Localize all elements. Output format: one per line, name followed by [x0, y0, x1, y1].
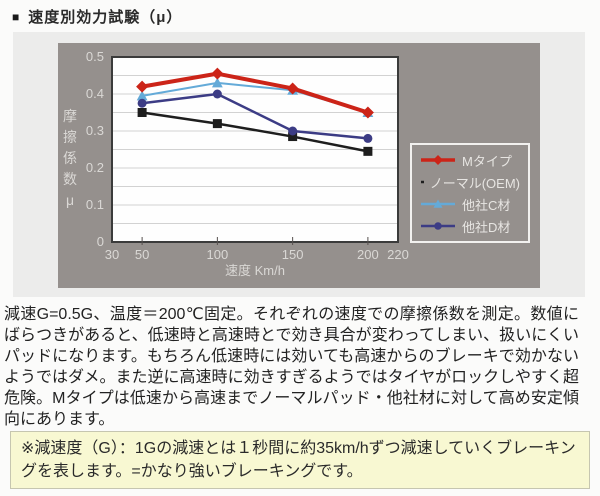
x-tick-label: 200	[357, 247, 379, 262]
x-tick-label: 100	[207, 247, 229, 262]
legend-entry: 他社C材	[420, 195, 520, 214]
friction-chart: 0 0.1 0.2 0.3 0.4 0.5 30 50 100 150 200 220 速度 Km/h 摩…	[63, 49, 409, 278]
data-point-1-2	[288, 132, 298, 142]
legend-marker-shape	[434, 222, 442, 230]
y-tick-label: 0.3	[86, 123, 104, 138]
data-point-0-2	[286, 82, 299, 95]
note-text: ※減速度（G）：1Gの減速とは１秒間に約35km/hずつ減速していくブレーキング…	[21, 440, 576, 480]
legend-label: ノーマル(OEM)	[429, 175, 520, 191]
data-point-1-0	[137, 108, 147, 117]
series-line-3	[140, 92, 370, 140]
data-point-3-1	[212, 89, 222, 99]
data-point-3-0	[137, 98, 147, 108]
page-title: ■ 速度別効力試験（μ）	[12, 6, 182, 27]
page-title-text: 速度別効力試験（μ）	[28, 9, 183, 26]
y-axis-title-char: μ	[66, 192, 74, 208]
y-tick-label: 0.1	[86, 197, 104, 212]
data-point-0-0	[136, 80, 149, 93]
title-bullet-icon: ■	[12, 9, 20, 24]
chart-legend: Mタイプノーマル(OEM) 他社C材他社D材	[410, 143, 530, 243]
y-axis-title-char: 係	[63, 150, 77, 166]
chart-panel: 0 0.1 0.2 0.3 0.4 0.5 30 50 100 150 200 220 速度 Km/h 摩…	[58, 43, 540, 288]
series-line-1	[140, 111, 370, 153]
legend-label: 他社D材	[462, 219, 511, 235]
y-tick-label: 0.2	[86, 160, 104, 175]
series-line-0	[140, 71, 370, 115]
legend-circle-marker-icon	[421, 222, 455, 230]
data-point-3-3	[363, 133, 373, 143]
legend-marker-shape	[433, 155, 443, 165]
y-tick-label: 0	[97, 234, 104, 249]
data-point-2-0	[136, 90, 148, 101]
y-axis-title-char: 擦	[63, 129, 77, 145]
legend-diamond-marker-icon	[421, 155, 455, 165]
legend-entry: Mタイプ	[420, 151, 520, 170]
x-axis-title: 速度 Km/h	[225, 263, 285, 278]
x-tick-label: 150	[282, 247, 304, 262]
legend-triangle-marker-icon	[421, 199, 455, 208]
description-text: 減速G=0.5G、温度＝200℃固定。それぞれの速度での摩擦係数を測定。数値にば…	[4, 306, 579, 428]
x-tick-label: 50	[135, 247, 149, 262]
legend-label: Mタイプ	[462, 153, 512, 169]
legend-entry: 他社D材	[420, 217, 520, 236]
data-point-1-3	[363, 146, 373, 156]
note-box: ※減速度（G）：1Gの減速とは１秒間に約35km/hずつ減速していくブレーキング…	[10, 431, 590, 489]
y-axis-title-char: 摩	[63, 108, 77, 124]
data-point-0-3	[361, 106, 374, 119]
x-tick-label: 30	[105, 247, 119, 262]
y-tick-label: 0.5	[86, 49, 104, 64]
chart-container: 0 0.1 0.2 0.3 0.4 0.5 30 50 100 150 200 220 速度 Km/h 摩…	[13, 32, 585, 297]
legend-label: 他社C材	[462, 197, 511, 213]
data-point-1-1	[212, 119, 222, 129]
legend-entry: ノーマル(OEM)	[420, 173, 520, 192]
legend-marker-shape	[433, 199, 443, 208]
data-point-3-2	[288, 126, 298, 136]
data-point-2-1	[211, 77, 223, 88]
y-tick-label: 0.4	[86, 86, 104, 101]
x-tick-label: 220	[387, 247, 409, 262]
legend-square-marker-icon	[421, 180, 424, 184]
data-point-0-1	[211, 67, 224, 80]
y-axis-title-char: 数	[63, 171, 77, 187]
